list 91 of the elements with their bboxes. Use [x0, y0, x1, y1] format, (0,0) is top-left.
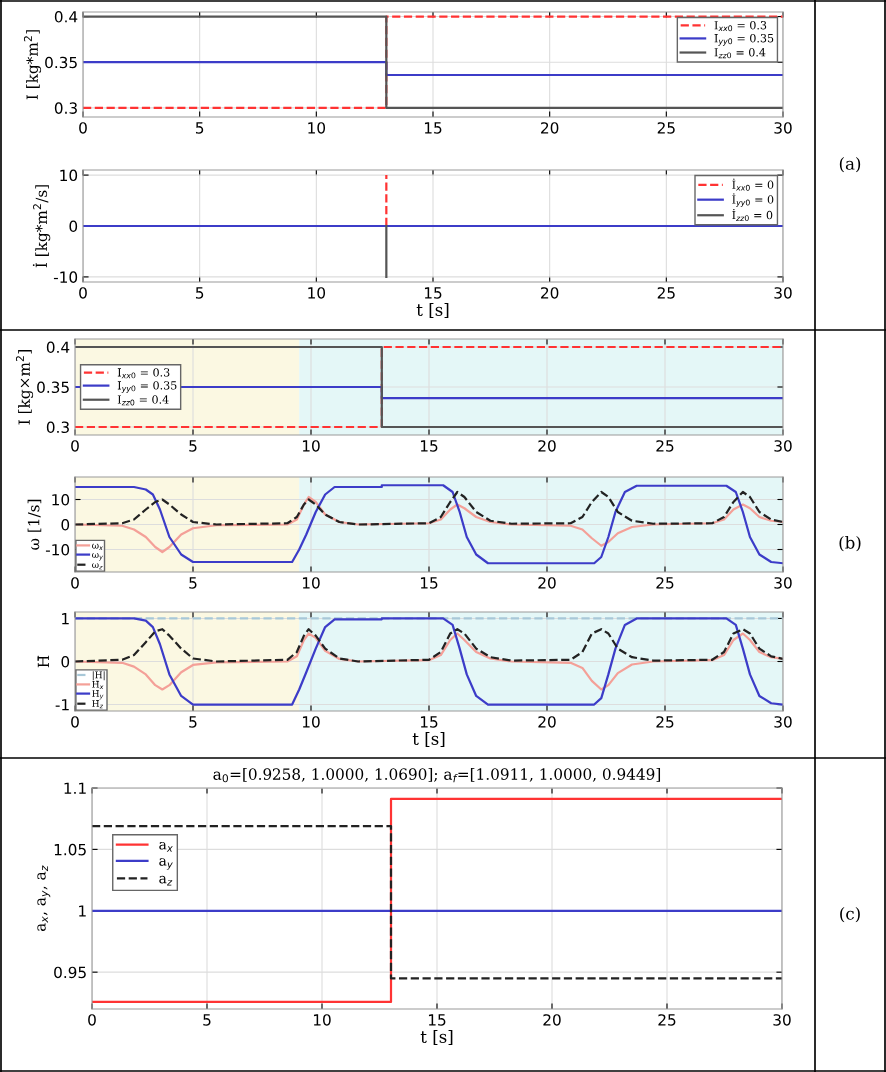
y-axis-title: ω [1/s]: [27, 499, 42, 550]
x-tick-label: 30: [774, 122, 792, 134]
y-axis-title: a$_{x}$, a$_{y}$, a$_{z}$: [37, 865, 51, 932]
x-tick-label: 25: [656, 577, 674, 589]
x-tick-label: 20: [538, 440, 556, 452]
y-tick-label: -1: [55, 699, 69, 711]
legend-label: İ$_{xx0}$ = 0: [732, 178, 774, 191]
y-tick-label: 0.35: [45, 56, 77, 69]
x-tick-label: 10: [302, 716, 320, 728]
legend-label: I$_{yy0}$ = 0.35: [714, 33, 774, 46]
text: (a): [839, 156, 861, 173]
x-tick-label: 10: [308, 122, 326, 134]
y-tick-label: 0.95: [54, 966, 86, 979]
line-series: [75, 484, 783, 565]
x-tick-label: 20: [543, 1014, 561, 1026]
legend-label: İ$_{yy0}$ = 0: [732, 193, 774, 207]
text: (c): [840, 906, 860, 923]
y-tick-label: 1: [79, 905, 86, 917]
x-axis-title: t [s]: [412, 732, 445, 747]
x-tick-label: 5: [203, 1014, 211, 1026]
x-tick-label: 15: [428, 1014, 446, 1026]
x-axis-title: t [s]: [420, 1030, 453, 1045]
legend-label: a$_{x}$: [159, 841, 173, 852]
legend-label: ω$_{y}$: [92, 553, 103, 561]
y-tick-label: 1: [62, 613, 69, 625]
legend-label: I$_{yy0}$ = 0.35: [117, 381, 177, 393]
legend-label: ω$_{x}$: [92, 543, 103, 551]
x-tick-label: 30: [774, 440, 792, 452]
x-tick-label: 15: [424, 122, 442, 134]
x-tick-label: 30: [773, 1014, 791, 1026]
y-tick-label: 10: [60, 169, 78, 182]
x-tick-label: 30: [774, 716, 792, 728]
y-axis-title: İ [kg*m$^{2}$/s]: [32, 185, 51, 268]
x-tick-label: 15: [420, 440, 438, 452]
chart-title: a$_{0}$=[0.9258, 1.0000, 1.0690]; a$_{f}$=[1.0911, 1.0000, 0.9449]: [213, 768, 661, 783]
x-tick-label: 25: [657, 287, 675, 299]
legend-label: a$_{z}$: [159, 875, 173, 886]
x-tick-label: 25: [657, 122, 675, 134]
x-tick-label: 5: [195, 287, 204, 299]
x-tick-label: 20: [541, 287, 559, 299]
x-tick-label: 30: [774, 577, 792, 589]
x-tick-label: 10: [302, 577, 320, 589]
x-tick-label: 15: [420, 577, 438, 589]
y-tick-label: 0.4: [54, 11, 78, 23]
legend-label: H̄$_{y}$: [92, 689, 104, 700]
x-tick-label: 5: [189, 716, 197, 728]
legend-label: |H|: [92, 671, 105, 681]
legend-label: ω$_{z}$: [92, 563, 103, 570]
x-tick-label: 10: [313, 1014, 331, 1026]
y-tick-label: 0.3: [54, 102, 77, 114]
x-tick-label: 30: [774, 287, 792, 299]
x-tick-label: 5: [195, 122, 204, 134]
y-tick-label: 0.35: [37, 381, 69, 394]
line-series: [75, 490, 783, 526]
x-tick-label: 25: [656, 716, 674, 728]
x-tick-label: 20: [538, 716, 556, 728]
x-tick-label: 20: [541, 122, 559, 134]
y-tick-label: -10: [45, 543, 70, 556]
y-tick-label: 1.05: [54, 843, 86, 856]
x-tick-label: 15: [424, 287, 442, 299]
x-tick-label: 5: [189, 440, 197, 452]
legend-label: I$_{zz0}$ = 0.4: [117, 395, 169, 406]
legend-label: I$_{zz0}$ = 0.4: [714, 48, 766, 59]
x-tick-label: 25: [658, 1014, 676, 1026]
y-tick-label: 0: [61, 518, 70, 531]
legend-label: H̄$_{z}$: [92, 700, 104, 709]
x-tick-label: 15: [420, 716, 438, 728]
x-tick-label: 0: [88, 1014, 96, 1026]
x-tick-label: 20: [538, 577, 556, 589]
y-tick-label: 1.1: [64, 782, 86, 794]
legend-label: İ$_{zz0}$ = 0: [732, 208, 773, 222]
legend-label: a$_{y}$: [159, 858, 173, 870]
y-tick-label: 0: [61, 655, 70, 668]
y-axis-title: H̄: [37, 655, 49, 668]
legend-label: I$_{xx0}$ = 0.3: [714, 21, 767, 32]
text: (b): [839, 535, 861, 552]
y-tick-label: 10: [52, 493, 70, 506]
y-tick-label: 0: [69, 220, 78, 233]
y-tick-label: 0.4: [46, 341, 70, 354]
x-tick-label: 5: [189, 577, 197, 589]
y-axis-title: I [kg*m$^{2}$]: [23, 30, 42, 100]
y-tick-label: 0.3: [46, 421, 69, 434]
legend-label: H̄$_{x}$: [92, 680, 104, 689]
y-axis-title: I [kg×m$^{2}$]: [15, 350, 34, 425]
legend-label: I$_{xx0}$ = 0.3: [117, 368, 170, 379]
x-tick-label: 25: [656, 440, 674, 452]
line-series: [75, 628, 783, 663]
x-axis-title: t [s]: [416, 303, 449, 318]
x-tick-label: 10: [302, 440, 320, 452]
y-tick-label: -10: [53, 271, 78, 283]
x-tick-label: 10: [308, 287, 326, 299]
